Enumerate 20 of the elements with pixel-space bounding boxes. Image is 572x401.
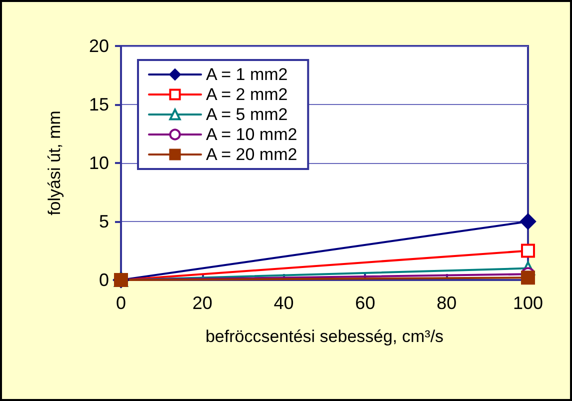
x-tick-label: 20 xyxy=(192,293,212,313)
y-tick-label: 10 xyxy=(88,153,109,173)
y-tick-label: 5 xyxy=(98,212,109,232)
y-tick-label: 20 xyxy=(88,36,109,56)
y-tick-label: 0 xyxy=(98,270,109,290)
x-tick-label: 80 xyxy=(436,293,457,313)
point xyxy=(520,214,536,230)
legend-label: A = 20 mm2 xyxy=(206,145,298,164)
point xyxy=(521,244,535,258)
legend-label: A = 1 mm2 xyxy=(206,65,288,84)
x-tick-label: 40 xyxy=(274,293,294,313)
y-axis-title: folyási út, mm xyxy=(45,110,64,216)
legend-label: A = 5 mm2 xyxy=(206,105,288,124)
y-tick-label: 15 xyxy=(88,94,109,114)
legend-label: A = 10 mm2 xyxy=(206,125,298,144)
legend-label: A = 2 mm2 xyxy=(206,85,288,104)
x-tick-label: 60 xyxy=(355,293,376,313)
x-tick-label: 100 xyxy=(512,293,544,313)
x-axis-title: befröccsentési sebesség, cm³/s xyxy=(205,327,444,346)
x-tick-label: 0 xyxy=(116,293,126,313)
